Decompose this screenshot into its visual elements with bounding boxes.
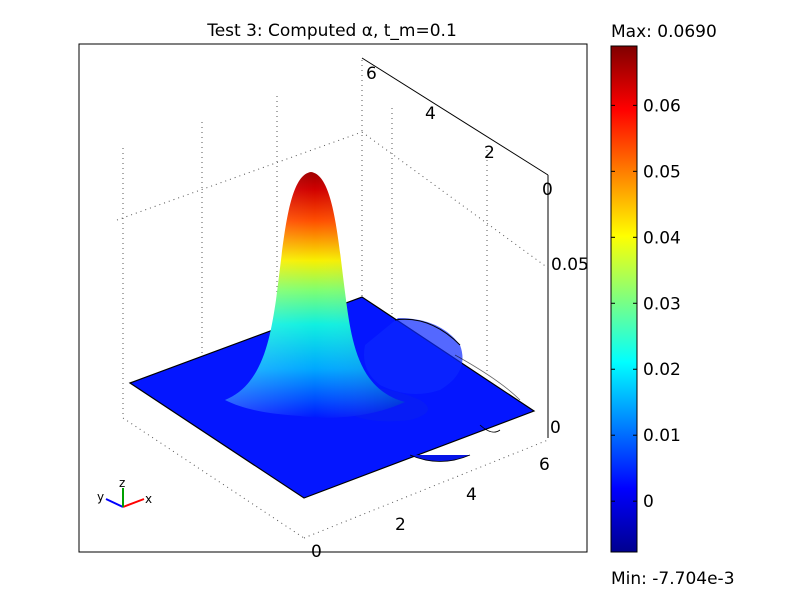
chart-title: Test 3: Computed α, t_m=0.1	[206, 21, 457, 41]
colorbar-tick-label: 0	[643, 492, 654, 512]
triad-y-line	[105, 498, 124, 508]
x-tick-label: 4	[466, 485, 477, 505]
colorbar-tick-label: 0.05	[643, 162, 681, 182]
origin-tick-label: 0	[311, 542, 322, 562]
y-tick-label: 6	[366, 64, 377, 84]
colorbar-min-label: Min: -7.704e-3	[611, 569, 735, 589]
colorbar-ticks: 0.06 0.05 0.04 0.03 0.02 0.01 0	[611, 96, 681, 512]
back-axis-line	[361, 57, 549, 176]
colorbar-tick-label: 0.03	[643, 294, 681, 314]
colorbar-tick-label: 0.04	[643, 228, 681, 248]
surface-ripples	[340, 318, 521, 462]
y-tick-label: 0	[542, 180, 553, 200]
colorbar	[610, 45, 638, 553]
plot-frame	[78, 43, 588, 553]
triad-x-line	[122, 498, 145, 508]
z-tick-label: 0	[550, 418, 561, 438]
colorbar-tick-label: 0.02	[643, 360, 681, 380]
axis-triad: y z x	[97, 476, 152, 508]
colorbar-tick-label: 0.06	[643, 96, 681, 116]
z-axis-ticks: 0.05 0 0	[311, 255, 589, 562]
y-axis-ticks: 0 2 4 6	[366, 64, 553, 200]
colorbar-tick-label: 0.01	[643, 426, 681, 446]
x-axis-ticks: 2 4 6	[395, 455, 550, 535]
y-tick-label: 4	[425, 104, 436, 124]
triad-z-label: z	[119, 476, 125, 490]
colorbar-max-label: Max: 0.0690	[611, 22, 717, 42]
y-tick-label: 2	[484, 143, 495, 163]
x-tick-label: 2	[395, 515, 406, 535]
x-tick-label: 6	[539, 455, 550, 475]
triad-x-label: x	[145, 492, 152, 506]
triad-y-label: y	[97, 490, 104, 504]
surface-peak	[225, 172, 405, 418]
z-tick-label: 0.05	[551, 255, 589, 275]
